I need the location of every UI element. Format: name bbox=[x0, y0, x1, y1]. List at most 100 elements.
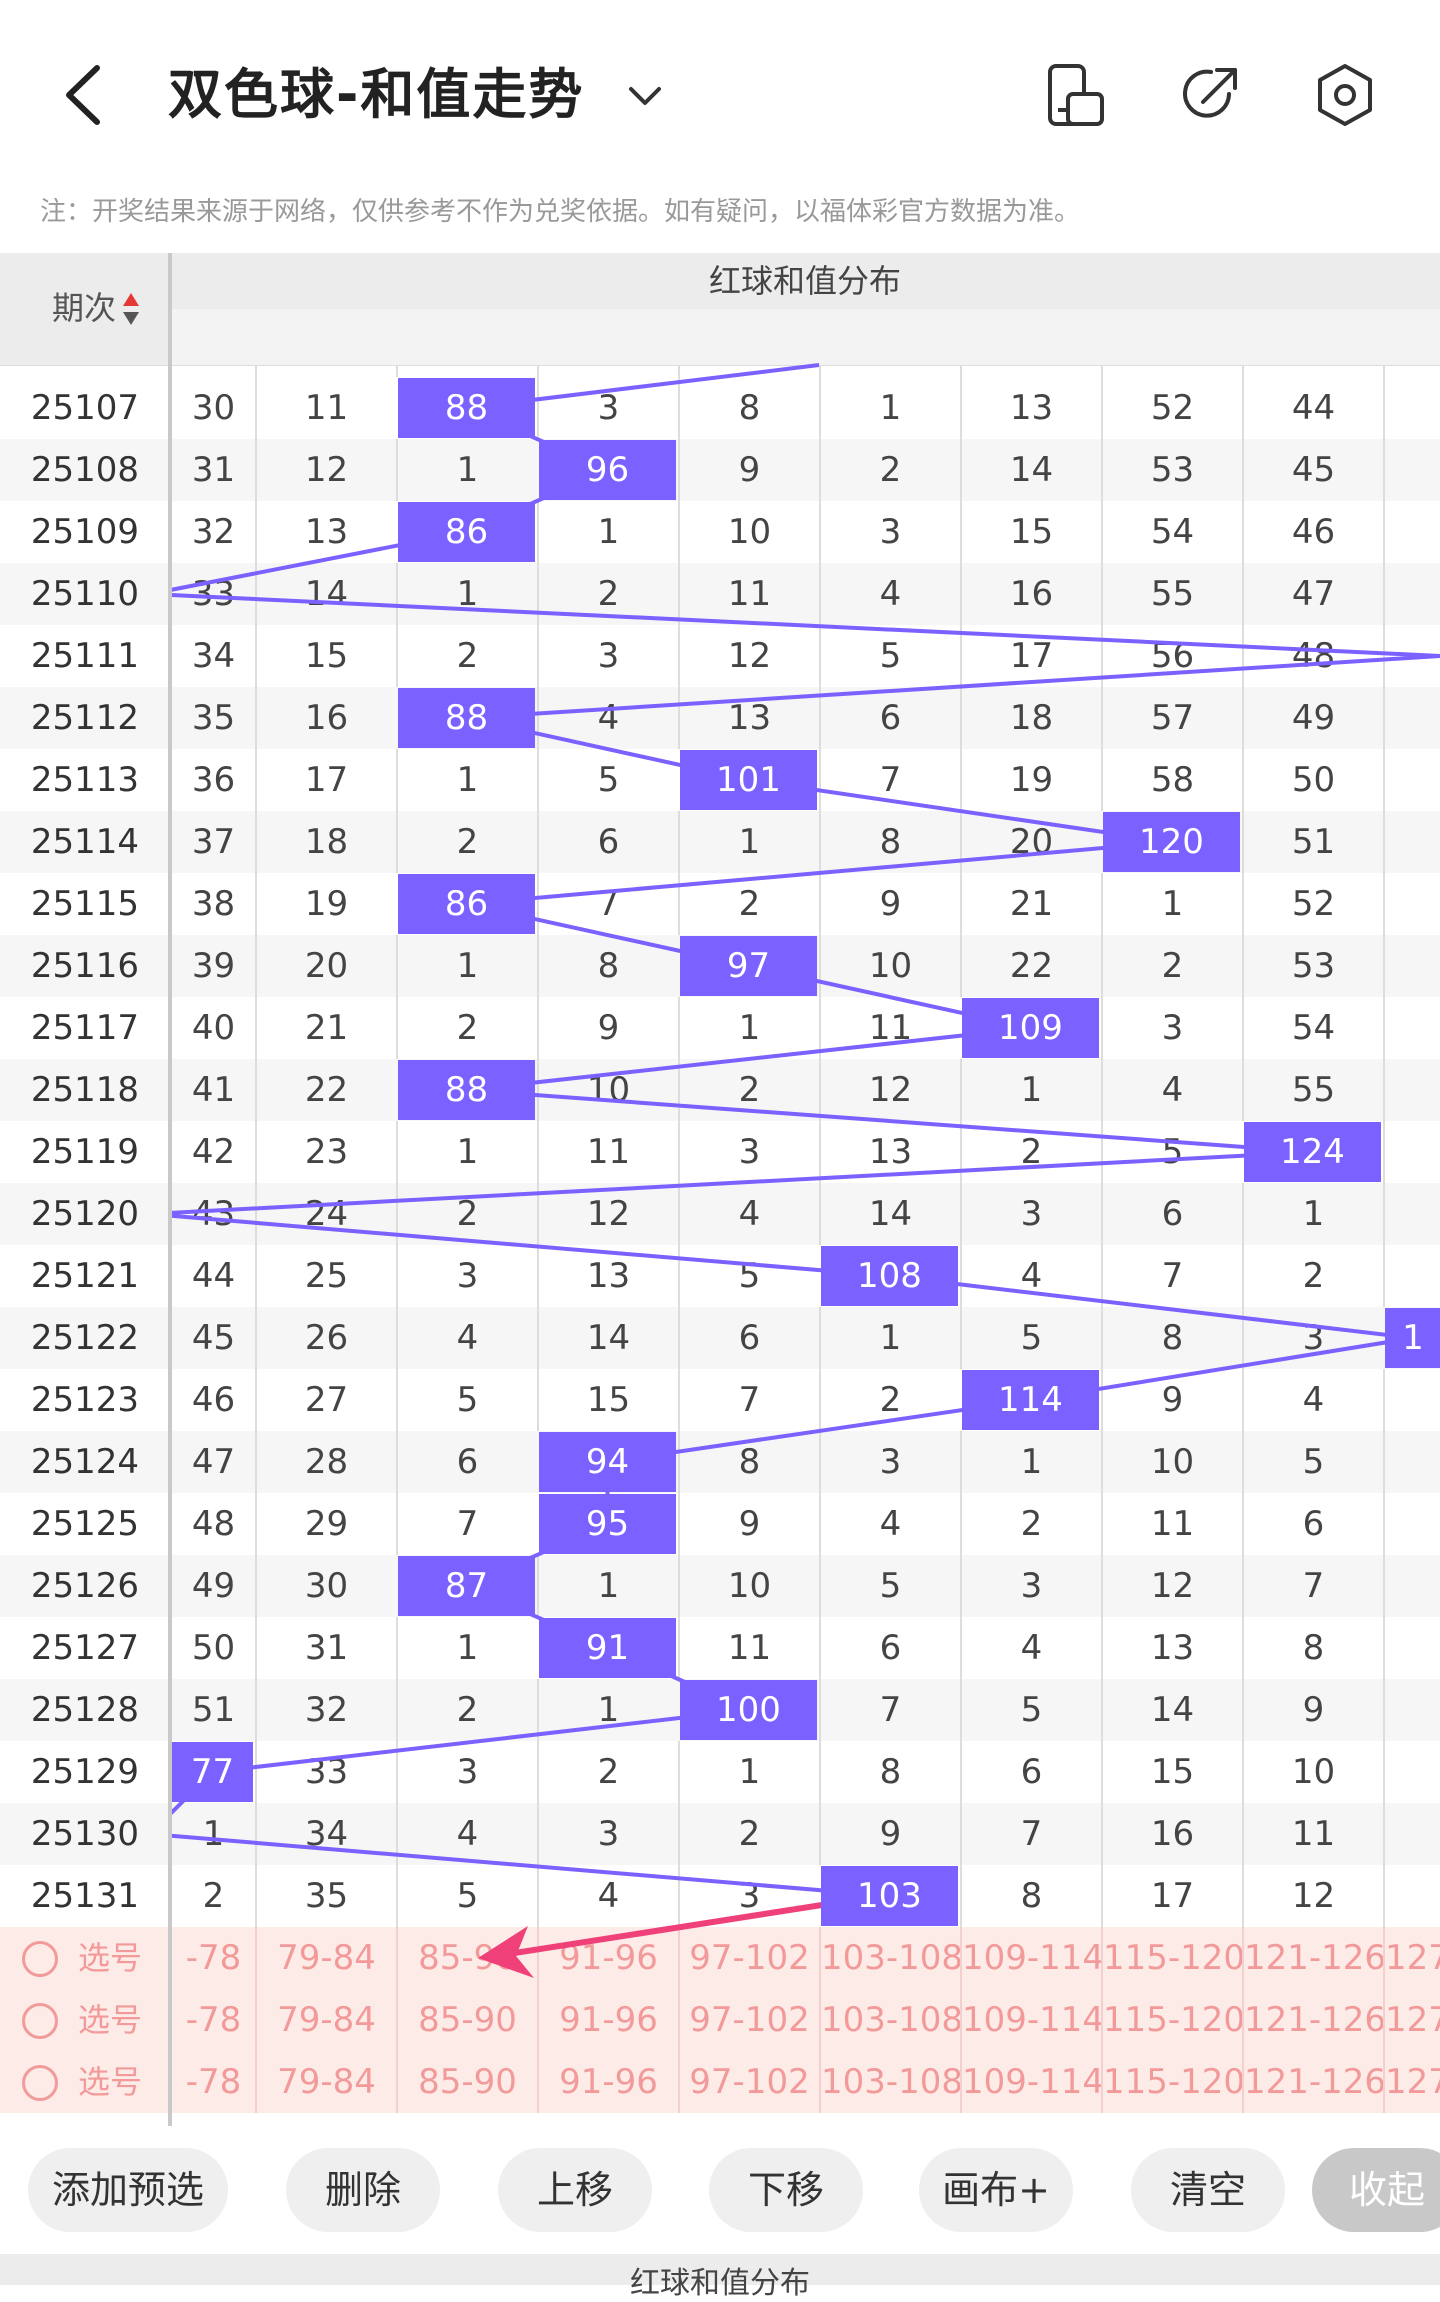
hit-cell[interactable]: 91 bbox=[539, 1618, 676, 1678]
sort-icon[interactable] bbox=[122, 291, 140, 327]
pick-cell[interactable]: 85-90 bbox=[396, 2051, 537, 2113]
pick-row-selector[interactable]: 选号 bbox=[0, 2051, 170, 2113]
value-cell: 22 bbox=[255, 1059, 396, 1121]
canvas-button[interactable]: 画布+ bbox=[919, 2148, 1073, 2232]
back-arrow-icon[interactable] bbox=[55, 60, 115, 130]
hit-cell[interactable]: 120 bbox=[1103, 812, 1240, 872]
pick-cell[interactable]: 79-84 bbox=[255, 1989, 396, 2051]
radio-circle-icon[interactable] bbox=[22, 1941, 58, 1977]
hit-cell[interactable]: 97 bbox=[680, 936, 817, 996]
hit-cell[interactable]: 86 bbox=[398, 502, 535, 562]
pick-cell[interactable]: -78 bbox=[170, 1989, 255, 2051]
period-cell: 25109 bbox=[0, 501, 170, 563]
delete-button[interactable]: 删除 bbox=[286, 2148, 440, 2232]
pick-cell[interactable]: 109-114 bbox=[960, 1989, 1101, 2051]
pick-cell[interactable]: 109-114 bbox=[960, 1927, 1101, 1989]
value-cell: 11 bbox=[255, 377, 396, 439]
value-cell: 8 bbox=[678, 377, 819, 439]
move-up-button[interactable]: 上移 bbox=[498, 2148, 652, 2232]
hit-cell[interactable]: 1 bbox=[1385, 1308, 1440, 1368]
value-cell: 2 bbox=[537, 1741, 678, 1803]
pick-cell[interactable]: 91-96 bbox=[537, 1927, 678, 1989]
pick-cell[interactable]: 91-96 bbox=[537, 2051, 678, 2113]
pick-cell[interactable]: 127 bbox=[1383, 1989, 1440, 2051]
pick-cell[interactable]: 121-126 bbox=[1242, 1989, 1383, 2051]
pick-cell[interactable]: 121-126 bbox=[1242, 1927, 1383, 1989]
add-preselect-button[interactable]: 添加预选 bbox=[28, 2148, 228, 2232]
value-cell: 40 bbox=[170, 997, 255, 1059]
value-cell: 5 bbox=[819, 1555, 960, 1617]
pick-cell[interactable]: 79-84 bbox=[255, 2051, 396, 2113]
value-cell: 4 bbox=[396, 1307, 537, 1369]
pick-cell[interactable]: 103-108 bbox=[819, 1927, 960, 1989]
pick-cell[interactable]: 85-90 bbox=[396, 1989, 537, 2051]
hit-cell[interactable]: 108 bbox=[821, 1246, 958, 1306]
clear-button[interactable]: 清空 bbox=[1131, 2148, 1285, 2232]
hit-cell[interactable]: 88 bbox=[398, 378, 535, 438]
pick-cell[interactable]: 103-108 bbox=[819, 2051, 960, 2113]
hit-cell[interactable]: 86 bbox=[398, 874, 535, 934]
pick-cell[interactable]: 91-96 bbox=[537, 1989, 678, 2051]
value-cell: 38 bbox=[170, 873, 255, 935]
radio-circle-icon[interactable] bbox=[22, 2065, 58, 2101]
value-cell: 12 bbox=[1242, 1865, 1383, 1927]
pick-cell[interactable]: 115-120 bbox=[1101, 2051, 1242, 2113]
hit-cell[interactable]: 94 bbox=[539, 1432, 676, 1492]
hit-cell[interactable]: 101 bbox=[680, 750, 817, 810]
page-title[interactable]: 双色球-和值走势 bbox=[168, 60, 584, 130]
value-cell: 34 bbox=[255, 1803, 396, 1865]
pick-cell[interactable]: 115-120 bbox=[1101, 1927, 1242, 1989]
pick-cell[interactable]: -78 bbox=[170, 2051, 255, 2113]
hit-cell[interactable]: 114 bbox=[962, 1370, 1099, 1430]
value-cell: 1 bbox=[819, 377, 960, 439]
pick-cell[interactable]: 97-102 bbox=[678, 1989, 819, 2051]
collapse-button[interactable]: 收起 bbox=[1312, 2148, 1440, 2232]
hit-cell[interactable]: 109 bbox=[962, 998, 1099, 1058]
pick-cell[interactable]: 115-120 bbox=[1101, 1989, 1242, 2051]
period-cell: 25129 bbox=[0, 1741, 170, 1803]
value-cell: 7 bbox=[960, 1803, 1101, 1865]
settings-icon[interactable] bbox=[1310, 60, 1380, 130]
pick-cell[interactable]: 109-114 bbox=[960, 2051, 1101, 2113]
pick-cell[interactable]: 121-126 bbox=[1242, 2051, 1383, 2113]
pick-cell[interactable]: 85-90 bbox=[396, 1927, 537, 1989]
pick-row-selector[interactable]: 选号 bbox=[0, 1927, 170, 1989]
pick-cell[interactable]: 127 bbox=[1383, 1927, 1440, 1989]
pick-cell[interactable]: 103-108 bbox=[819, 1989, 960, 2051]
pick-cell[interactable]: 97-102 bbox=[678, 2051, 819, 2113]
pick-cell[interactable]: 127 bbox=[1383, 2051, 1440, 2113]
hit-cell[interactable]: 95 bbox=[539, 1494, 676, 1554]
share-icon[interactable] bbox=[1175, 60, 1245, 130]
hit-cell[interactable]: 96 bbox=[539, 440, 676, 500]
period-cell: 25121 bbox=[0, 1245, 170, 1307]
rotate-screen-icon[interactable] bbox=[1040, 60, 1110, 130]
value-cell: 14 bbox=[819, 1183, 960, 1245]
chevron-down-icon[interactable] bbox=[625, 75, 665, 115]
hit-cell[interactable]: 103 bbox=[821, 1866, 958, 1926]
hit-cell[interactable]: 88 bbox=[398, 688, 535, 748]
pick-row-selector[interactable]: 选号 bbox=[0, 1989, 170, 2051]
value-cell: 5 bbox=[396, 1369, 537, 1431]
move-down-button[interactable]: 下移 bbox=[709, 2148, 863, 2232]
hit-cell[interactable]: 77 bbox=[172, 1742, 253, 1802]
value-cell: 8 bbox=[1101, 1307, 1242, 1369]
pick-cell[interactable]: -78 bbox=[170, 1927, 255, 1989]
pick-cell[interactable]: 97-102 bbox=[678, 1927, 819, 1989]
app-header: 双色球-和值走势 注：开奖结果来源于网络，仅供参考不作为兑奖依据。如有疑问，以福… bbox=[0, 0, 1440, 190]
hit-cell[interactable]: 124 bbox=[1244, 1122, 1381, 1182]
value-cell: 51 bbox=[170, 1679, 255, 1741]
value-cell: 15 bbox=[960, 501, 1101, 563]
pick-cell[interactable]: 79-84 bbox=[255, 1927, 396, 1989]
hit-cell[interactable]: 88 bbox=[398, 1060, 535, 1120]
trend-table[interactable]: 红球和值分布 -7879-8485-9091-9697-102103-10810… bbox=[0, 253, 1440, 2126]
hit-cell[interactable]: 87 bbox=[398, 1556, 535, 1616]
radio-circle-icon[interactable] bbox=[22, 2003, 58, 2039]
period-column-header[interactable]: 期次 bbox=[0, 253, 170, 365]
hit-cell[interactable]: 100 bbox=[680, 1680, 817, 1740]
value-cell: 16 bbox=[1101, 1803, 1242, 1865]
value-cell: 21 bbox=[960, 873, 1101, 935]
